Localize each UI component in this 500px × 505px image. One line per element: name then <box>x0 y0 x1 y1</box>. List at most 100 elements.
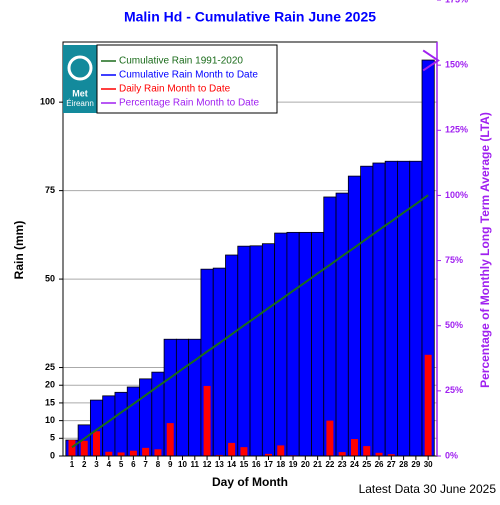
y2-tick-label: 0% <box>445 450 458 460</box>
x-tick-label: 27 <box>387 460 396 469</box>
x-tick-label: 14 <box>227 460 236 469</box>
daily-bar <box>93 431 100 456</box>
cumulative-bar <box>348 176 360 456</box>
legend-label: Cumulative Rain Month to Date <box>119 70 258 81</box>
daily-bar <box>105 452 112 456</box>
x-tick-label: 24 <box>350 460 359 469</box>
x-tick-label: 9 <box>168 460 173 469</box>
x-tick-label: 1 <box>70 460 75 469</box>
x-tick-label: 19 <box>289 460 298 469</box>
x-tick-label: 18 <box>276 460 285 469</box>
y-tick-label: 100 <box>40 97 55 107</box>
cumulative-bar <box>397 161 409 456</box>
logo-text: Éireann <box>66 99 94 108</box>
cumulative-bar <box>275 233 287 456</box>
legend-label: Daily Rain Month to Date <box>119 84 231 95</box>
y-tick-label: 5 <box>50 433 55 443</box>
x-tick-label: 4 <box>107 460 112 469</box>
y2-tick-label: 75% <box>445 255 463 265</box>
cumulative-bar <box>287 232 299 456</box>
cumulative-bar <box>176 339 188 456</box>
daily-bar <box>154 449 161 456</box>
daily-bar <box>228 443 235 456</box>
x-tick-label: 16 <box>252 460 261 469</box>
y2-tick-label: 125% <box>445 125 468 135</box>
cumulative-bar <box>238 246 250 456</box>
x-axis-label: Day of Month <box>212 475 288 489</box>
daily-bar <box>81 441 88 456</box>
logo-text: Met <box>72 88 88 98</box>
cumulative-bar <box>127 387 139 456</box>
x-tick-label: 6 <box>131 460 136 469</box>
cumulative-bar <box>213 268 225 456</box>
daily-bar <box>339 452 346 456</box>
y2-tick-label: 175% <box>445 0 468 4</box>
x-tick-label: 8 <box>156 460 161 469</box>
daily-bar <box>68 440 75 456</box>
y-tick-label: 75 <box>45 185 55 195</box>
daily-bar <box>204 386 211 456</box>
cumulative-bar <box>324 197 336 456</box>
x-tick-label: 13 <box>215 460 224 469</box>
legend-label: Percentage Rain Month to Date <box>119 98 260 109</box>
y2-tick-label: 25% <box>445 385 463 395</box>
chart-title: Malin Hd - Cumulative Rain June 2025 <box>124 9 376 25</box>
daily-bar <box>142 448 149 456</box>
cumulative-bar <box>140 379 152 456</box>
y-tick-label: 20 <box>45 380 55 390</box>
y2-tick-label: 100% <box>445 190 468 200</box>
x-tick-label: 12 <box>203 460 212 469</box>
cumulative-bar <box>385 161 397 456</box>
x-tick-label: 28 <box>399 460 408 469</box>
x-tick-label: 10 <box>178 460 187 469</box>
x-tick-label: 25 <box>362 460 371 469</box>
daily-bar <box>351 439 358 456</box>
x-tick-label: 17 <box>264 460 273 469</box>
daily-bar <box>363 446 370 456</box>
y2-axis-label: Percentage of Monthly Long Term Average … <box>478 112 492 388</box>
x-tick-label: 23 <box>338 460 347 469</box>
cumulative-bar <box>299 232 311 456</box>
cumulative-bar <box>311 232 323 456</box>
x-tick-label: 26 <box>375 460 384 469</box>
x-tick-label: 11 <box>191 460 200 469</box>
y-axis-label: Rain (mm) <box>12 221 26 280</box>
daily-bar <box>326 421 333 456</box>
y2-tick-label: 150% <box>445 60 468 70</box>
cumulative-bar <box>410 161 422 456</box>
cumulative-bar <box>336 193 348 456</box>
daily-bar <box>277 445 284 456</box>
x-tick-label: 20 <box>301 460 310 469</box>
y-tick-label: 25 <box>45 362 55 372</box>
legend-label: Cumulative Rain 1991-2020 <box>119 56 243 67</box>
x-tick-label: 5 <box>119 460 124 469</box>
x-tick-label: 30 <box>424 460 433 469</box>
daily-bar <box>167 423 174 456</box>
daily-bar <box>425 355 432 456</box>
cumulative-bar <box>250 246 262 456</box>
y2-tick-label: 50% <box>445 320 463 330</box>
cumulative-bar <box>361 166 373 456</box>
cumulative-bar <box>103 396 115 456</box>
cumulative-bar <box>373 163 385 456</box>
daily-bar <box>240 447 247 456</box>
x-tick-label: 21 <box>313 460 322 469</box>
cumulative-bar <box>152 372 164 456</box>
cumulative-bar <box>115 392 127 456</box>
x-tick-label: 3 <box>94 460 99 469</box>
daily-bar <box>130 451 137 456</box>
x-tick-label: 15 <box>239 460 248 469</box>
x-tick-label: 7 <box>143 460 148 469</box>
daily-bar <box>118 452 125 456</box>
x-tick-label: 29 <box>411 460 420 469</box>
y-tick-label: 15 <box>45 397 55 407</box>
cumulative-bar <box>225 255 237 456</box>
x-tick-label: 2 <box>82 460 87 469</box>
y-tick-label: 0 <box>50 450 55 460</box>
x-tick-label: 22 <box>325 460 334 469</box>
y-tick-label: 50 <box>45 273 55 283</box>
y-tick-label: 10 <box>45 415 55 425</box>
footer: Latest Data 30 June 2025 <box>359 482 497 496</box>
cumulative-bar <box>262 244 274 456</box>
